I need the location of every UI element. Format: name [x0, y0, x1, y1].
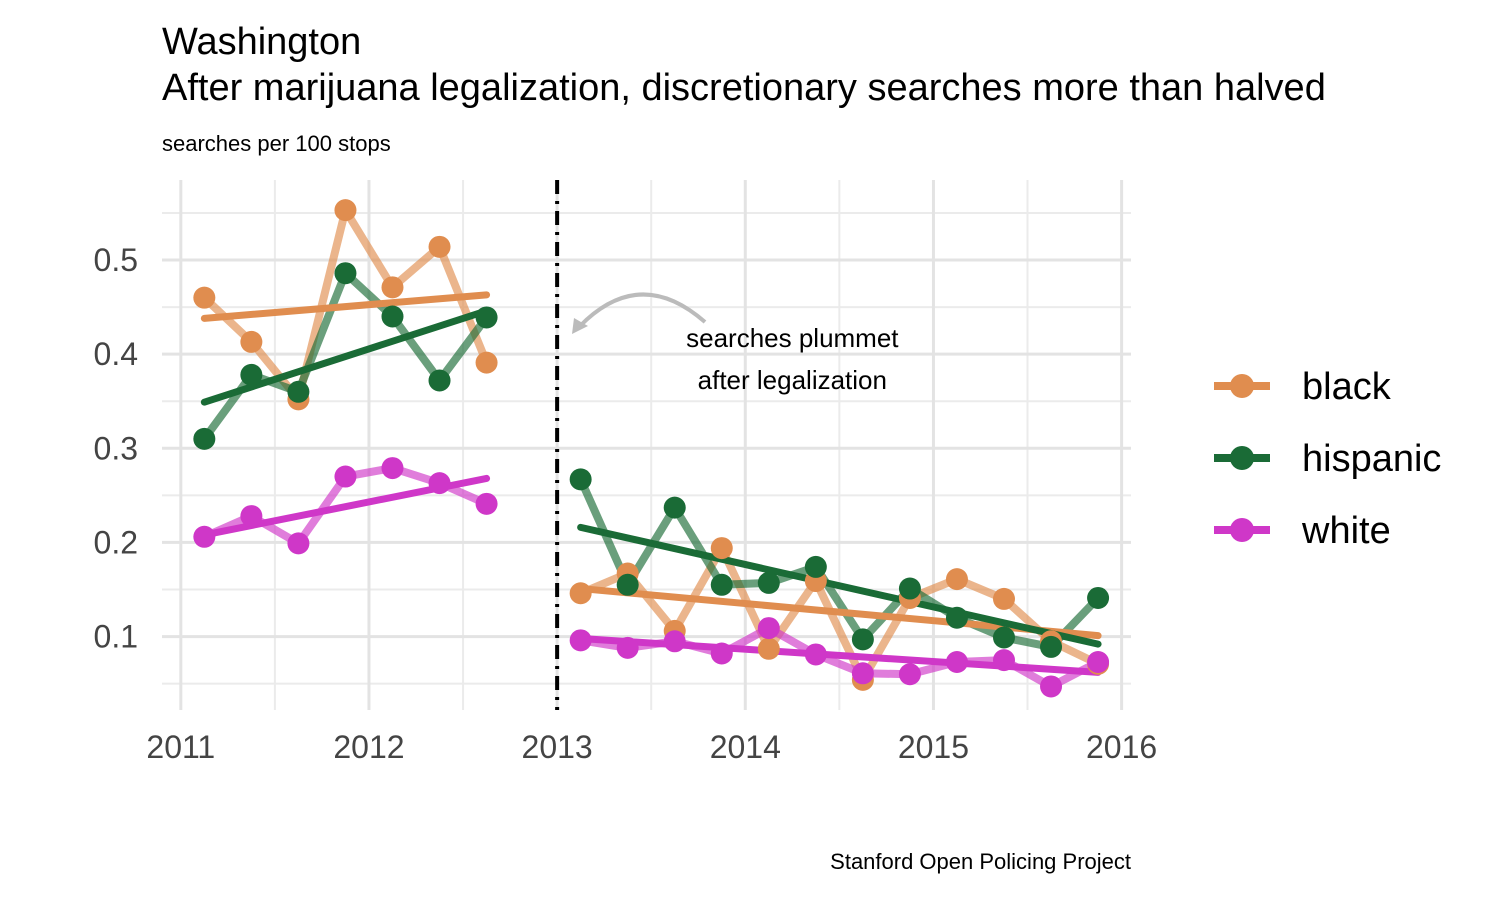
data-point-white [569, 629, 592, 652]
data-point-white [1087, 650, 1110, 673]
data-point-hispanic [193, 427, 216, 450]
chart-subtitle: After marijuana legalization, discretion… [162, 67, 1326, 109]
data-point-white [945, 650, 968, 673]
annotation-line-2: after legalization [698, 365, 887, 395]
data-point-white [992, 649, 1015, 672]
data-point-black [992, 587, 1015, 610]
data-point-white [851, 662, 874, 685]
data-point-white [757, 617, 780, 640]
legend-item-hispanic: hispanic [1214, 438, 1441, 480]
data-point-black [569, 582, 592, 605]
data-point-black [428, 235, 451, 258]
data-point-hispanic [710, 573, 733, 596]
data-point-black [381, 276, 404, 299]
annotation-arrowhead [572, 318, 588, 334]
data-point-white [475, 492, 498, 515]
data-point-black [710, 537, 733, 560]
data-point-hispanic [945, 606, 968, 629]
data-point-black [945, 568, 968, 591]
legend-label-white: white [1301, 510, 1391, 552]
data-point-black [240, 330, 263, 353]
trend-line-hispanic [577, 523, 1102, 648]
chart-title: Washington [162, 21, 361, 63]
data-point-hispanic [804, 555, 827, 578]
data-point-hispanic [287, 380, 310, 403]
data-point-white [287, 532, 310, 555]
data-point-white [428, 472, 451, 495]
x-tick-label: 2014 [710, 729, 781, 765]
legend: black hispanic white [1214, 366, 1441, 552]
data-point-black [334, 199, 357, 222]
x-tick-label: 2012 [333, 729, 404, 765]
y-axis-tick-labels: 0.1 0.2 0.3 0.4 0.5 [94, 242, 138, 655]
x-tick-label: 2013 [522, 729, 593, 765]
x-tick-label: 2015 [898, 729, 969, 765]
data-point-white [710, 642, 733, 665]
data-point-white [381, 457, 404, 480]
y-tick-label: 0.1 [94, 619, 138, 655]
trend-line-hispanic [200, 307, 491, 406]
x-tick-label: 2011 [146, 729, 215, 765]
data-point-white [193, 525, 216, 548]
y-tick-label: 0.5 [94, 242, 138, 278]
data-point-hispanic [428, 369, 451, 392]
data-point-white [334, 465, 357, 488]
data-point-hispanic [616, 573, 639, 596]
annotation-arrow [578, 292, 707, 328]
data-point-hispanic [663, 496, 686, 519]
x-axis-tick-labels: 2011 2012 2013 2014 2015 2016 [146, 729, 1157, 765]
data-point-black [475, 351, 498, 374]
data-point-black [757, 637, 780, 660]
legend-marker-hispanic [1230, 446, 1254, 470]
legend-item-white: white [1214, 510, 1391, 552]
data-point-hispanic [992, 626, 1015, 649]
trend-line-black [200, 291, 491, 322]
data-point-hispanic [475, 306, 498, 329]
data-point-hispanic [569, 468, 592, 491]
y-tick-label: 0.3 [94, 430, 138, 466]
data-point-white [663, 630, 686, 653]
y-tick-label: 0.2 [94, 524, 138, 560]
data-point-white [804, 643, 827, 666]
chart-caption: Stanford Open Policing Project [830, 849, 1131, 874]
data-point-white [1040, 675, 1063, 698]
legend-marker-white [1230, 518, 1254, 542]
data-point-hispanic [757, 571, 780, 594]
series-layer [193, 199, 1110, 698]
data-point-hispanic [240, 363, 263, 386]
data-point-black [193, 286, 216, 309]
data-point-white [240, 505, 263, 528]
annotation: searches plummet after legalization [572, 292, 899, 395]
data-point-hispanic [898, 577, 921, 600]
y-axis-label: searches per 100 stops [162, 131, 391, 156]
data-point-hispanic [381, 305, 404, 328]
legend-label-hispanic: hispanic [1302, 438, 1441, 480]
legend-label-black: black [1302, 366, 1392, 408]
legend-marker-black [1230, 374, 1254, 398]
data-point-hispanic [1087, 586, 1110, 609]
data-point-white [898, 663, 921, 686]
annotation-line-1: searches plummet [686, 323, 899, 353]
data-point-hispanic [851, 628, 874, 651]
data-point-white [616, 636, 639, 659]
data-point-hispanic [334, 262, 357, 285]
legend-item-black: black [1214, 366, 1392, 408]
y-tick-label: 0.4 [94, 336, 138, 372]
x-tick-label: 2016 [1086, 729, 1157, 765]
data-point-hispanic [1040, 635, 1063, 658]
series-points [193, 199, 1110, 698]
